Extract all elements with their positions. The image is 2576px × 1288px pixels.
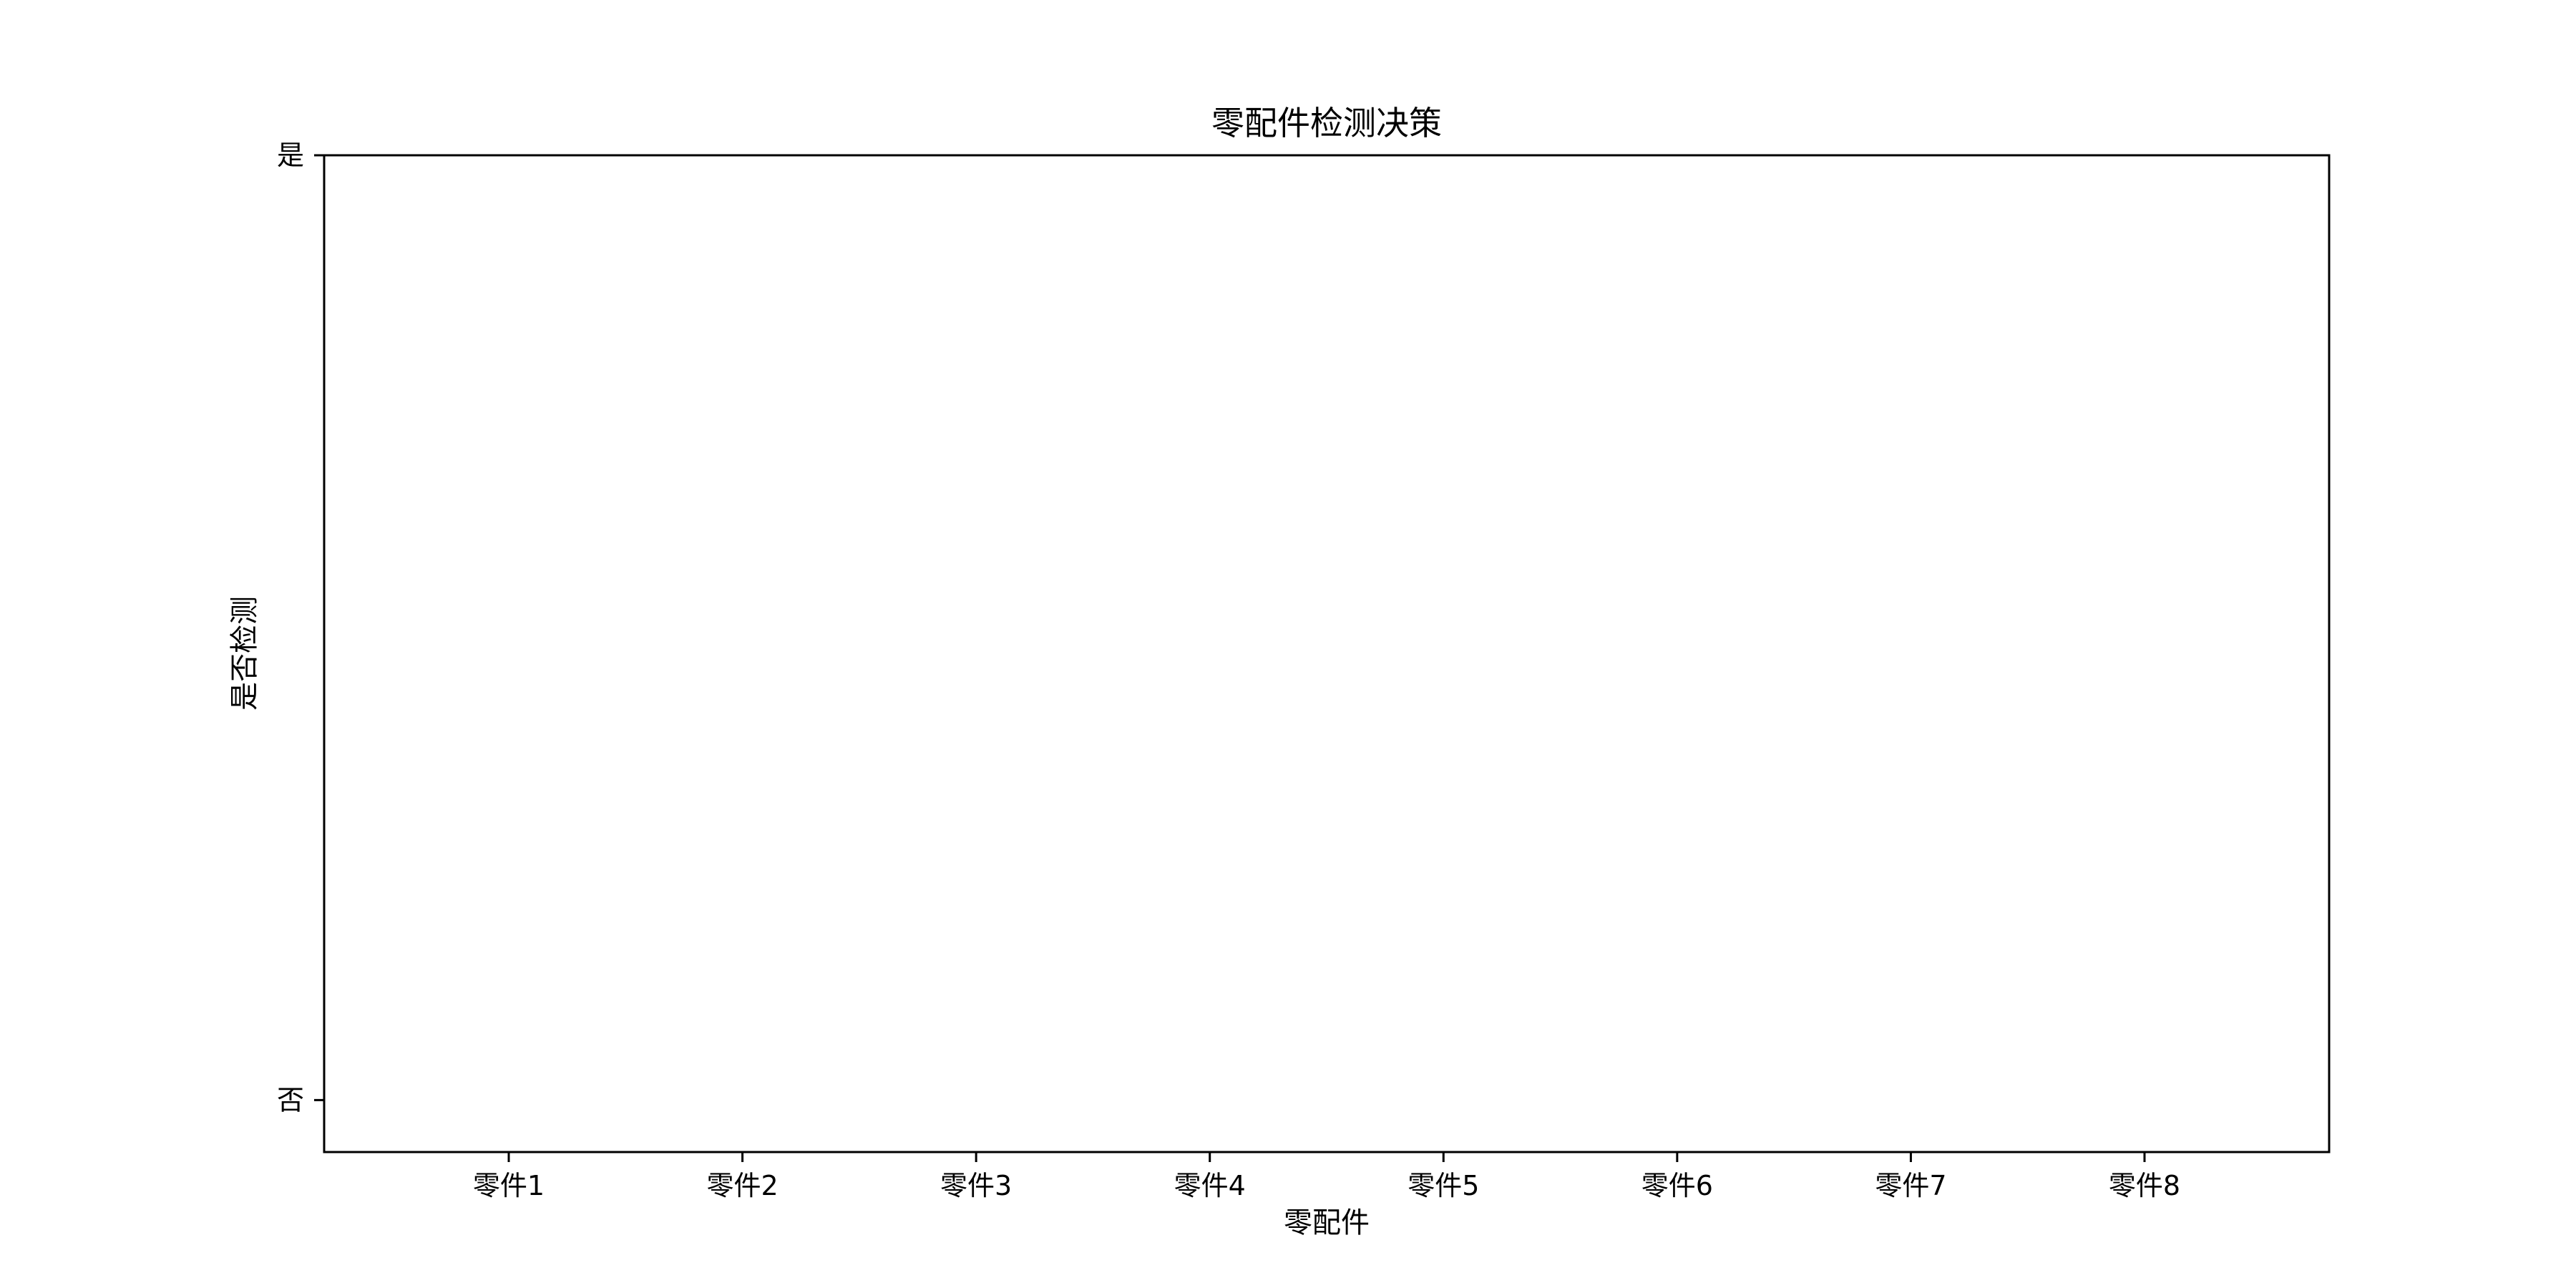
y-axis-label: 是否检测 (228, 596, 261, 711)
y-tick-label: 否 (277, 1084, 304, 1116)
y-axis-ticks: 否是 (277, 140, 324, 1116)
x-tick-label: 零件7 (1875, 1170, 1946, 1201)
x-tick-label: 零件4 (1174, 1170, 1246, 1201)
x-axis-ticks: 零件1 零件2 零件3 零件4 零件5 零件6 零件7 零件8 (473, 1152, 2180, 1201)
x-tick-label: 零件6 (1641, 1170, 1713, 1201)
plot-area (323, 154, 2331, 1153)
x-tick-label: 零件5 (1407, 1170, 1479, 1201)
chart-title: 零配件检测决策 (1211, 104, 1442, 142)
x-tick-label: 零件8 (2109, 1170, 2180, 1201)
x-tick-label: 零件3 (940, 1170, 1012, 1201)
x-tick-label: 零件2 (706, 1170, 778, 1201)
x-tick-label: 零件1 (473, 1170, 545, 1201)
x-axis-label: 零配件 (1284, 1206, 1370, 1239)
y-tick-label: 是 (277, 140, 304, 171)
